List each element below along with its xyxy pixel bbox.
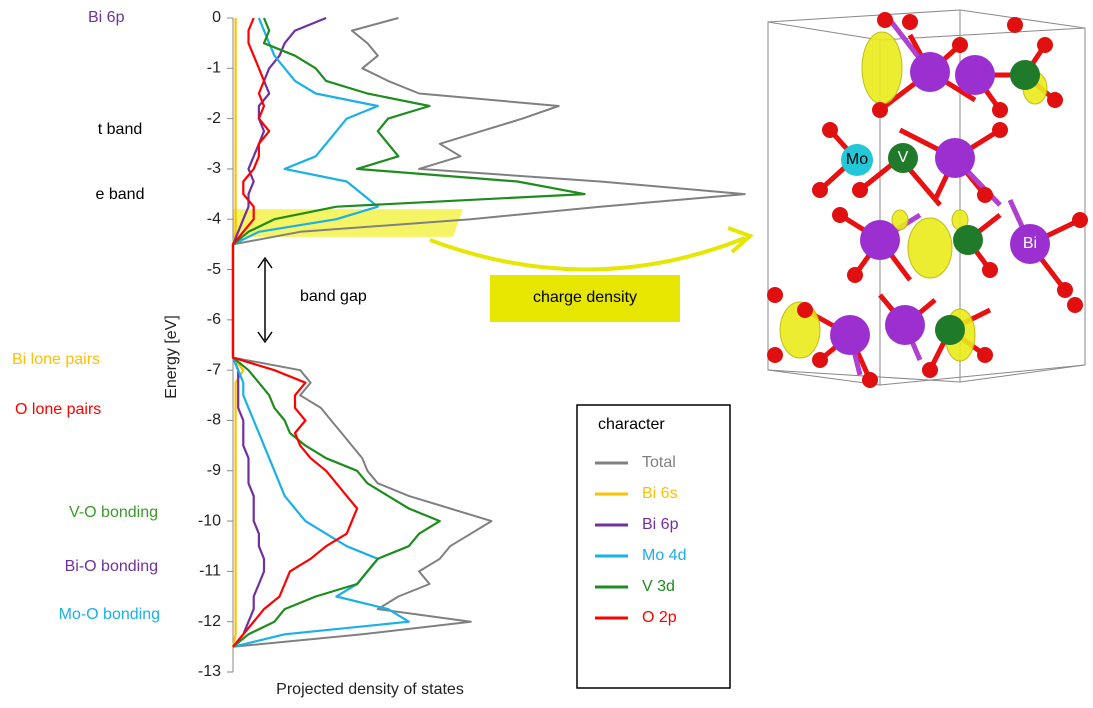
density-lobe [862, 32, 902, 104]
x-axis-label: Projected density of states [276, 681, 464, 698]
pdos-line [233, 18, 326, 647]
atom [812, 352, 828, 368]
vanadium-atoms [888, 60, 1040, 345]
atom [992, 102, 1008, 118]
legend-label: Bi 6p [642, 516, 679, 533]
annotation: band gap [300, 288, 367, 305]
atom [935, 138, 975, 178]
atom [992, 122, 1008, 138]
atom [1067, 297, 1083, 313]
pdos-line [233, 18, 585, 647]
atom [767, 347, 783, 363]
atom [922, 362, 938, 378]
legend-label: Mo 4d [642, 547, 686, 564]
y-tick-label: -9 [207, 462, 221, 479]
annotation: O lone pairs [15, 401, 101, 418]
annotation: charge density [533, 289, 637, 306]
y-tick-label: -8 [207, 412, 221, 429]
atom [797, 302, 813, 318]
atom [830, 315, 870, 355]
annotation: t band [98, 121, 142, 138]
y-tick-label: 0 [212, 9, 221, 26]
atom [847, 267, 863, 283]
atom [910, 52, 950, 92]
atom [1047, 92, 1063, 108]
pdos-line [233, 18, 357, 647]
pdos-line [233, 18, 243, 647]
y-tick-label: -11 [199, 563, 221, 580]
density-lobe [908, 218, 952, 278]
atom [955, 55, 995, 95]
legend-label: V 3d [642, 578, 675, 595]
y-tick-label: -12 [198, 613, 221, 630]
legend-label: Bi 6s [642, 485, 678, 502]
y-axis-label: Energy [eV] [163, 315, 180, 399]
atom [982, 262, 998, 278]
atom [1057, 282, 1073, 298]
atom [902, 14, 918, 30]
legend-title: character [598, 416, 665, 433]
y-tick-label: -7 [207, 361, 221, 378]
y-tick-label: -6 [207, 311, 221, 328]
atom [872, 102, 888, 118]
atom [1007, 17, 1023, 33]
atom-label: Mo [846, 151, 868, 168]
atom [852, 182, 868, 198]
atom [767, 287, 783, 303]
y-tick-label: -2 [207, 110, 221, 127]
atom-label: Bi [1023, 235, 1037, 252]
legend-label: O 2p [642, 609, 677, 626]
annotation: Bi lone pairs [12, 351, 100, 368]
page: {"chart_data": { "type": "line", "orient… [0, 0, 1093, 708]
annotation: Mo-O bonding [59, 606, 160, 623]
y-tick-label: -10 [198, 512, 221, 529]
atom [885, 305, 925, 345]
atom [877, 12, 893, 28]
atom [1010, 60, 1040, 90]
pointer-arrow [430, 238, 745, 270]
y-tick-label: -3 [207, 160, 221, 177]
atom [952, 37, 968, 53]
atom [1072, 212, 1088, 228]
atom [953, 225, 983, 255]
atom [862, 372, 878, 388]
atom [935, 315, 965, 345]
crystal-structure [767, 10, 1088, 388]
atom [977, 187, 993, 203]
annotation: e band [96, 186, 145, 203]
annotation: Bi-O bonding [65, 558, 158, 575]
y-tick-label: -13 [198, 663, 221, 680]
atom [1037, 37, 1053, 53]
chart: 0 -1 -2 -3 -4 -5 -6 -7 -8 -9 -10 -11 -12 -13 Energy [e… [0, 0, 1093, 708]
y-tick-label: -1 [207, 60, 221, 77]
y-tick-label: -4 [207, 210, 221, 227]
gap-arrow [258, 258, 272, 342]
atom [822, 122, 838, 138]
annotation: Bi 6p [88, 9, 125, 26]
annotation: V-O bonding [69, 504, 158, 521]
atom [812, 182, 828, 198]
atom [860, 220, 900, 260]
atom [832, 207, 848, 223]
atom-label: V [898, 149, 909, 166]
y-tick-label: -5 [207, 261, 221, 278]
atom [977, 347, 993, 363]
legend-label: Total [642, 454, 676, 471]
